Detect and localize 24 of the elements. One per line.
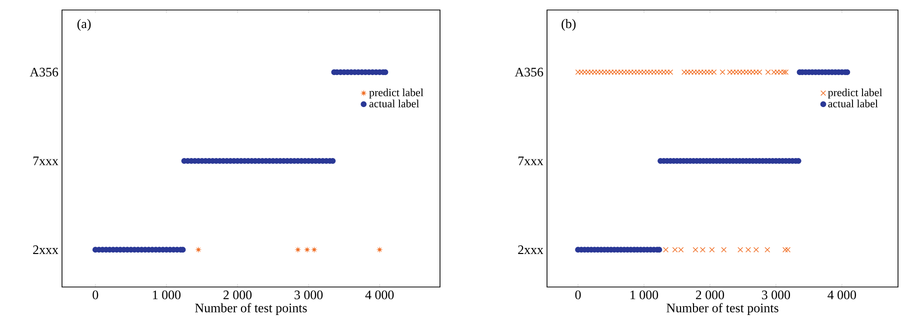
x-tick-label: 3 000 bbox=[762, 290, 790, 300]
x-tick-label: 0 bbox=[92, 290, 98, 300]
y-tick-label: 7xxx bbox=[518, 156, 544, 166]
legend-label: actual label bbox=[369, 100, 420, 108]
text: (a) bbox=[77, 19, 91, 31]
y-tick-label: A356 bbox=[30, 68, 58, 76]
text: (b) bbox=[562, 19, 576, 31]
x-tick-label: 4 000 bbox=[828, 290, 856, 300]
legend-label: actual label bbox=[828, 100, 878, 108]
legend-label: predict label bbox=[369, 88, 424, 98]
x-tick-label: 1 000 bbox=[630, 290, 658, 300]
x-tick-label: 4 000 bbox=[365, 290, 394, 300]
x-tick-label: 3 000 bbox=[294, 290, 323, 300]
x-tick-label: 2 000 bbox=[224, 290, 252, 300]
x-tick-label: 1 000 bbox=[153, 290, 181, 300]
y-tick-label: 2xxx bbox=[518, 245, 544, 254]
y-tick-label: 2xxx bbox=[33, 245, 58, 254]
x-axis-title: Number of test points bbox=[195, 303, 307, 315]
legend-label: predict label bbox=[828, 88, 882, 98]
y-tick-label: A356 bbox=[514, 68, 544, 76]
y-tick-label: 7xxx bbox=[33, 156, 58, 166]
x-tick-label: 0 bbox=[575, 290, 581, 300]
x-tick-label: 2 000 bbox=[696, 290, 724, 300]
x-axis-title: Number of test points bbox=[666, 303, 778, 315]
